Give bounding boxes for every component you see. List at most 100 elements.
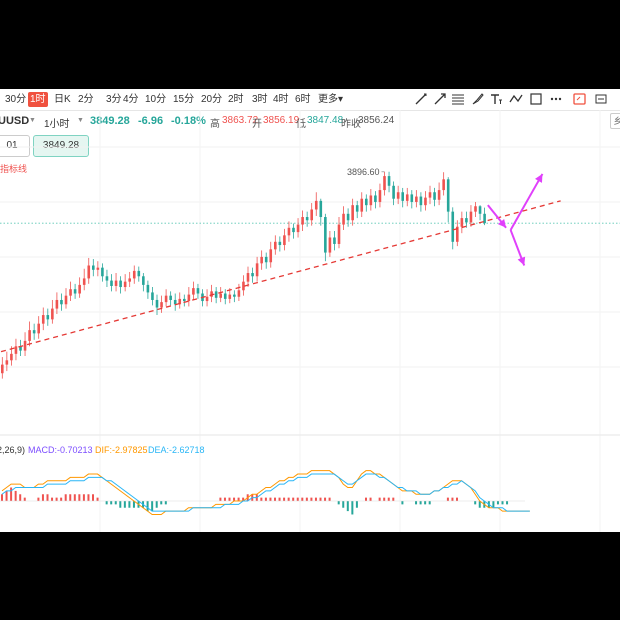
symbol-name[interactable]: UUSD — [0, 115, 30, 127]
macd-bar-53 — [242, 497, 245, 501]
timeframe-3[interactable]: 2分 — [78, 94, 94, 105]
macd-bar-5 — [23, 497, 26, 501]
candle-body-87 — [396, 192, 400, 199]
macd-bar-64 — [292, 497, 295, 501]
timeframe-9[interactable]: 2时 — [228, 94, 244, 105]
candle-body-96 — [437, 190, 441, 200]
price-input-left[interactable]: 01 — [0, 135, 30, 157]
candle-body-70 — [319, 200, 323, 218]
candle-body-22 — [101, 267, 104, 277]
timeframe-7[interactable]: 15分 — [173, 94, 195, 105]
timeframe-0[interactable]: 30分 — [5, 94, 27, 105]
candle-body-61 — [278, 241, 282, 246]
candle-body-29 — [132, 270, 136, 279]
toolbar: 30分 1时 日K 2分 3分 4分 10分 15分 20分 2时 3时 4时 6时 更多▾ — [0, 89, 620, 111]
corner-button[interactable]: 乡 — [610, 113, 620, 129]
timeframe-2[interactable]: 日K — [54, 94, 71, 105]
candle-body-65 — [296, 224, 300, 233]
candle-body-56 — [255, 263, 259, 277]
candle-body-24 — [110, 280, 113, 286]
macd-bar-23 — [105, 501, 108, 505]
macd-bar-14 — [64, 494, 67, 501]
toggle-icon[interactable] — [571, 91, 587, 107]
candle-body-105 — [478, 206, 482, 214]
candle-body-1 — [5, 360, 9, 365]
macd-bar-59 — [269, 497, 272, 501]
settings-icon[interactable] — [593, 91, 609, 107]
macd-bar-72 — [328, 497, 331, 501]
macd-bar-86 — [392, 497, 395, 501]
candle-body-41 — [187, 294, 191, 302]
candle-body-6 — [28, 330, 31, 341]
candle-body-48 — [219, 293, 222, 298]
macd-bar-8 — [37, 497, 40, 501]
candle-body-39 — [178, 298, 182, 305]
macd-bar-65 — [296, 497, 299, 501]
timeframe-1[interactable]: 1时 — [28, 92, 48, 107]
macd-dea-line — [1, 473, 530, 512]
timeframe-5[interactable]: 4分 — [123, 94, 139, 105]
price-chart: 3896.60 2,26,9)MACD:-0.70213DIF:-2.97825D… — [0, 110, 620, 532]
candle-body-47 — [214, 291, 218, 298]
open-value: 3856.19 — [263, 115, 300, 126]
peak-label: 3896.60 — [347, 167, 380, 177]
timeframe-8[interactable]: 20分 — [201, 94, 223, 105]
forecast-arrowhead-1 — [535, 173, 543, 183]
macd-bar-19 — [87, 494, 90, 501]
macd-bar-99 — [451, 497, 454, 501]
candle-body-53 — [242, 281, 245, 291]
text-tool-icon[interactable] — [488, 91, 504, 107]
macd-bar-84 — [383, 497, 386, 501]
macd-bar-109 — [496, 501, 499, 505]
timeframe-10[interactable]: 3时 — [252, 94, 268, 105]
fib-grid-icon[interactable] — [450, 91, 466, 107]
candle-body-102 — [465, 218, 468, 223]
timeframe-6[interactable]: 10分 — [145, 94, 167, 105]
timeframe-11[interactable]: 4时 — [273, 94, 289, 105]
pencil-icon[interactable] — [413, 91, 429, 107]
macd-bar-57 — [260, 497, 263, 501]
symbol-caret-icon[interactable]: ▼ — [29, 117, 36, 124]
candle-body-79 — [360, 198, 364, 212]
macd-bar-88 — [401, 501, 404, 505]
candle-body-99 — [451, 211, 455, 242]
macd-bar-48 — [219, 497, 222, 501]
macd-bar-67 — [305, 497, 308, 501]
rectangle-icon[interactable] — [528, 91, 544, 107]
candle-body-52 — [237, 290, 241, 297]
candle-body-43 — [196, 288, 200, 294]
macd-bar-61 — [278, 497, 281, 501]
macd-bar-18 — [82, 494, 85, 501]
timeframe-12[interactable]: 6时 — [295, 94, 311, 105]
candle-body-106 — [483, 213, 486, 224]
macd-params: 2,26,9) — [0, 445, 25, 455]
price-input-right[interactable]: 3849.28 — [33, 135, 89, 157]
candle-body-80 — [365, 198, 368, 206]
candle-body-86 — [392, 185, 395, 199]
macd-bar-24 — [110, 501, 113, 505]
candle-body-62 — [283, 235, 286, 246]
candle-body-17 — [78, 284, 81, 294]
candle-body-95 — [433, 192, 436, 200]
timeframe-4[interactable]: 3分 — [106, 94, 122, 105]
timeframe-13[interactable]: 更多▾ — [318, 94, 344, 105]
more-dots-icon[interactable] — [548, 91, 564, 107]
wave-icon[interactable] — [508, 91, 524, 107]
candle-body-31 — [142, 276, 145, 285]
macd-bar-28 — [128, 501, 131, 508]
macd-bar-0 — [1, 494, 3, 501]
brush-icon[interactable] — [470, 91, 486, 107]
prev-close-label: 昨收 — [341, 119, 361, 130]
candle-body-11 — [51, 308, 54, 320]
interval-caret-icon[interactable]: ▼ — [77, 117, 84, 124]
macd-bar-25 — [114, 501, 117, 505]
candle-body-33 — [151, 292, 154, 300]
candle-body-27 — [123, 281, 127, 288]
candle-body-9 — [41, 315, 45, 324]
arrow-line-icon[interactable] — [432, 91, 448, 107]
candle-body-42 — [192, 288, 195, 295]
interval-select[interactable]: 1小时 — [44, 119, 70, 130]
candle-body-81 — [369, 195, 373, 206]
macd-bar-34 — [155, 501, 158, 508]
macd-bar-21 — [96, 497, 99, 501]
